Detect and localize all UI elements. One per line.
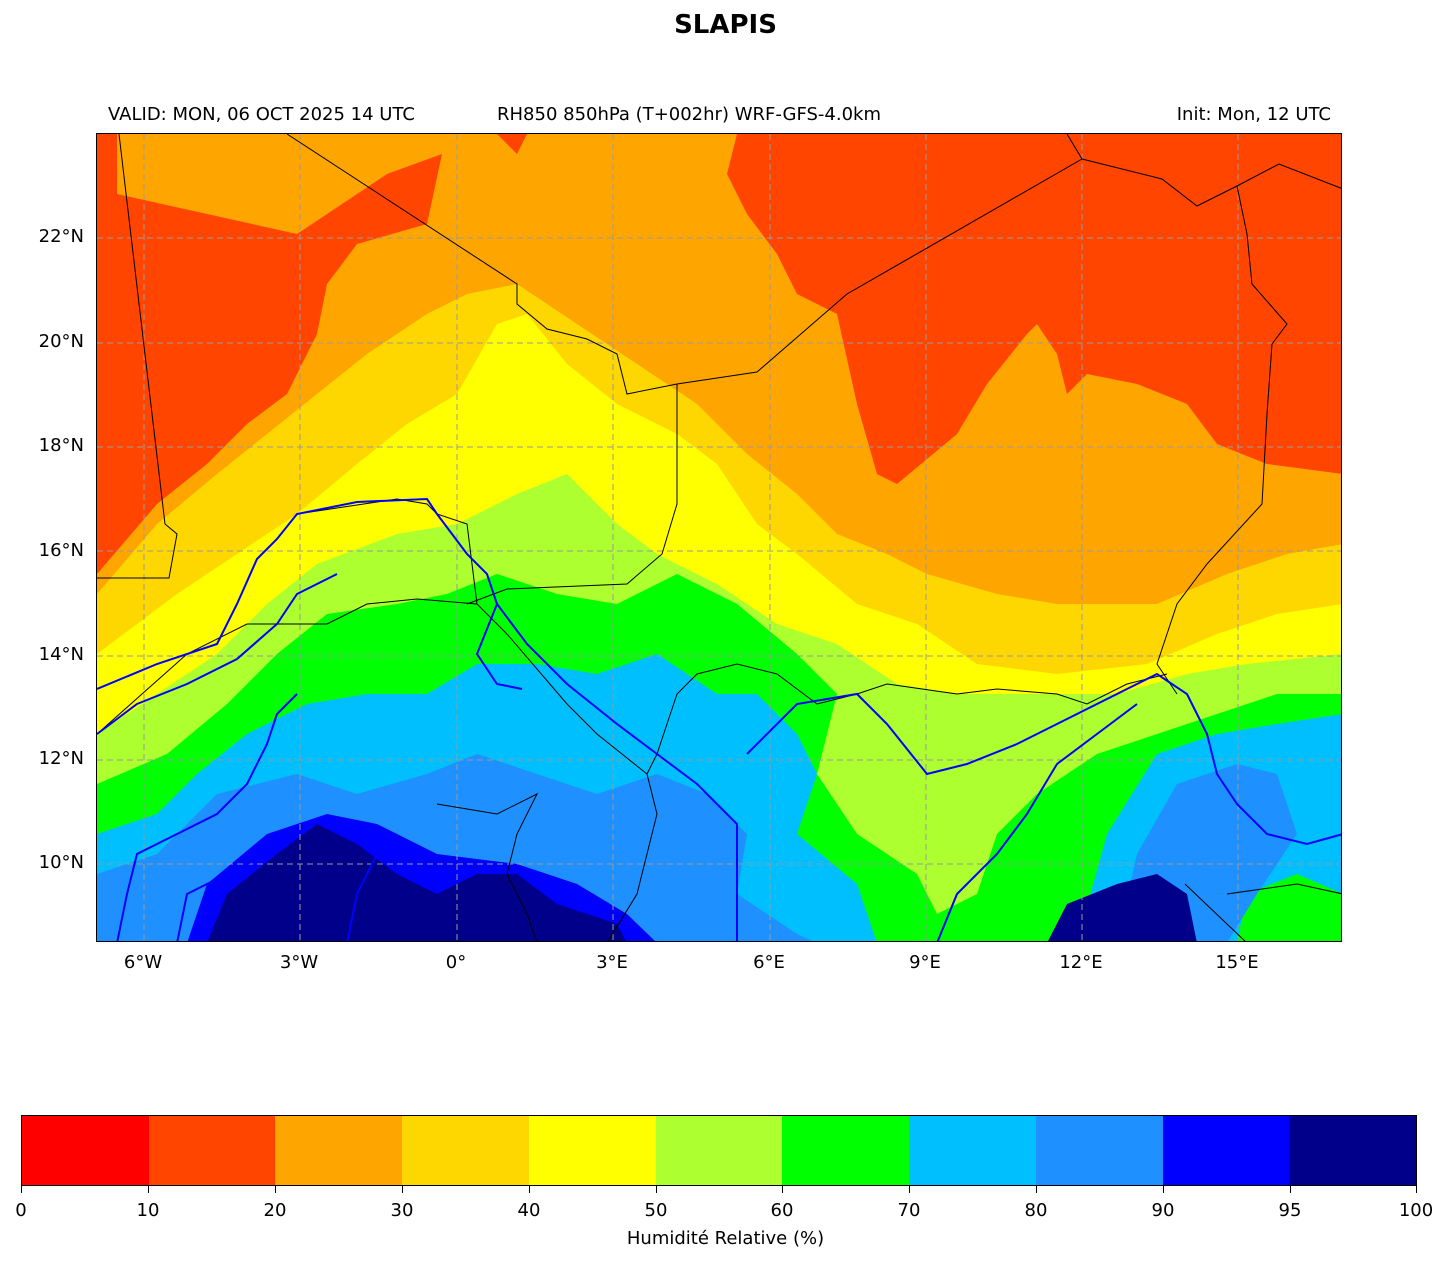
- colorbar-tick: [782, 1186, 783, 1193]
- colorbar-tick-label: 0: [15, 1200, 27, 1221]
- colorbar-tick-label: 95: [1278, 1200, 1302, 1221]
- valid-time-label: VALID: MON, 06 OCT 2025 14 UTC: [108, 104, 415, 125]
- colorbar-segment-10-20: [148, 1116, 276, 1185]
- lon-label-6w: 6°W: [123, 952, 163, 973]
- colorbar-segment-95-100: [1289, 1116, 1417, 1185]
- lat-label-18n: 18°N: [38, 435, 84, 456]
- graticule: [97, 134, 1341, 941]
- lat-label-12n: 12°N: [38, 748, 84, 769]
- colorbar: [21, 1115, 1417, 1186]
- colorbar-tick-label: 40: [517, 1200, 541, 1221]
- chart-title: SLAPIS: [674, 10, 777, 40]
- lat-label-22n: 22°N: [38, 226, 84, 247]
- colorbar-tick: [1290, 1186, 1291, 1193]
- colorbar-tick-label: 30: [390, 1200, 414, 1221]
- colorbar-tick: [1036, 1186, 1037, 1193]
- colorbar-tick-label: 100: [1398, 1200, 1434, 1221]
- lat-label-20n: 20°N: [38, 331, 84, 352]
- rh-band-60-70-east: [1237, 874, 1341, 941]
- rh-band-95-100-west: [207, 824, 626, 941]
- lon-label-15e: 15°E: [1215, 952, 1259, 973]
- lon-label-3w: 3°W: [279, 952, 319, 973]
- colorbar-tick-label: 20: [263, 1200, 287, 1221]
- lat-label-10n: 10°N: [38, 852, 84, 873]
- humidity-map: [96, 133, 1342, 942]
- rh-band-10-20-west: [97, 134, 442, 574]
- colorbar-tick: [275, 1186, 276, 1193]
- colorbar-segment-70-80: [909, 1116, 1036, 1185]
- colorbar-tick: [529, 1186, 530, 1193]
- colorbar-tick-label: 10: [136, 1200, 160, 1221]
- colorbar-segment-30-40: [402, 1116, 529, 1185]
- lat-label-14n: 14°N: [38, 644, 84, 665]
- colorbar-segment-20-30: [275, 1116, 403, 1185]
- lon-label-0: 0°: [445, 952, 467, 973]
- colorbar-tick: [1163, 1186, 1164, 1193]
- colorbar-tick: [909, 1186, 910, 1193]
- colorbar-tick: [402, 1186, 403, 1193]
- colorbar-tick: [21, 1186, 22, 1193]
- rh-band-10-20-north: [497, 134, 527, 154]
- colorbar-title: Humidité Relative (%): [626, 1228, 825, 1249]
- colorbar-tick-label: 60: [770, 1200, 794, 1221]
- rh-band-10-20-east: [727, 134, 1341, 484]
- lon-label-6e: 6°E: [753, 952, 785, 973]
- colorbar-segment-60-70: [782, 1116, 910, 1185]
- lon-label-3e: 3°E: [596, 952, 628, 973]
- product-label: RH850 850hPa (T+002hr) WRF-GFS-4.0km: [497, 104, 881, 125]
- colorbar-tick-label: 70: [897, 1200, 921, 1221]
- lon-label-12e: 12°E: [1059, 952, 1103, 973]
- country-borders: [97, 134, 1341, 941]
- lon-label-9e: 9°E: [909, 952, 941, 973]
- rh-band-95-100-east: [1048, 874, 1197, 941]
- lat-label-16n: 16°N: [38, 540, 84, 561]
- colorbar-tick-label: 80: [1024, 1200, 1048, 1221]
- colorbar-segment-50-60: [655, 1116, 783, 1185]
- init-time-label: Init: Mon, 12 UTC: [1176, 104, 1331, 125]
- colorbar-tick: [656, 1186, 657, 1193]
- rivers: [97, 497, 1341, 941]
- colorbar-tick: [1416, 1186, 1417, 1193]
- colorbar-segment-90-95: [1162, 1116, 1290, 1185]
- colorbar-tick: [148, 1186, 149, 1193]
- colorbar-segment-40-50: [528, 1116, 656, 1185]
- colorbar-tick-label: 50: [644, 1200, 668, 1221]
- colorbar-segment-0-10: [22, 1116, 149, 1185]
- colorbar-segment-80-90: [1035, 1116, 1163, 1185]
- colorbar-tick-label: 90: [1151, 1200, 1175, 1221]
